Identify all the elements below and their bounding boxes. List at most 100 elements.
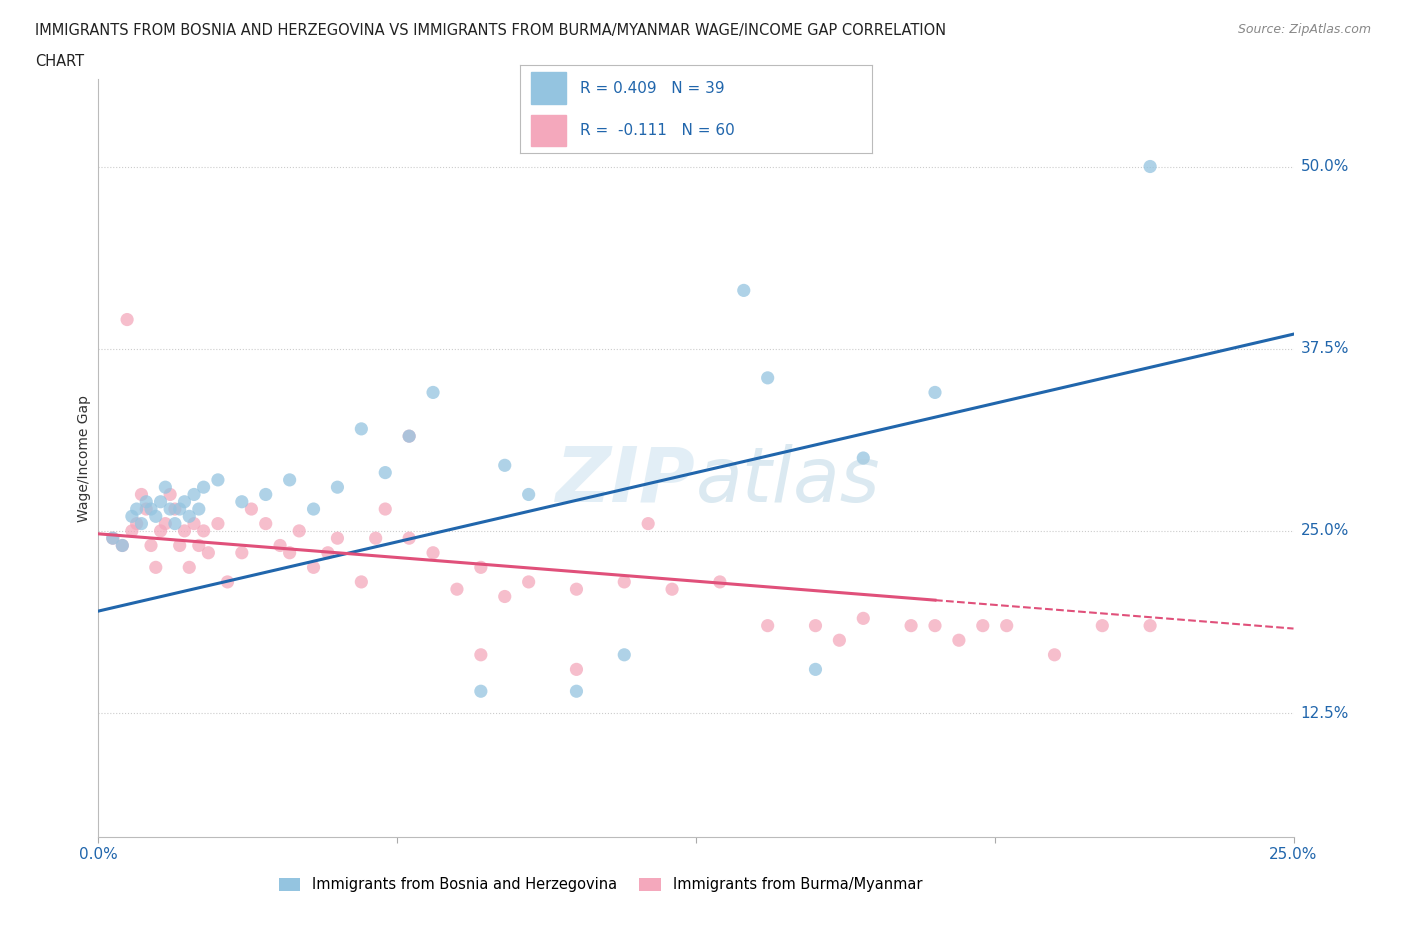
Point: [155, 516, 177, 531]
Text: 50.0%: 50.0%: [1301, 159, 1348, 174]
Text: 12.5%: 12.5%: [1301, 706, 1348, 721]
Point: [179, 560, 201, 575]
Point: [350, 421, 373, 436]
Point: [470, 560, 492, 575]
Point: [173, 524, 195, 538]
Text: R = 0.409   N = 39: R = 0.409 N = 39: [581, 81, 724, 96]
Point: [169, 538, 191, 553]
Point: [302, 501, 325, 516]
Point: [398, 429, 420, 444]
Point: [187, 538, 209, 553]
Point: [179, 509, 201, 524]
Point: [804, 662, 827, 677]
Text: ZIP: ZIP: [557, 444, 696, 518]
Point: [326, 480, 349, 495]
Point: [709, 575, 731, 590]
Point: [111, 538, 134, 553]
Point: [756, 370, 779, 385]
Point: [193, 480, 215, 495]
Point: [135, 495, 157, 510]
Point: [231, 495, 253, 510]
Point: [187, 501, 209, 516]
Point: [422, 545, 444, 560]
Point: [446, 582, 468, 597]
Point: [288, 524, 311, 538]
Point: [637, 516, 659, 531]
Point: [326, 531, 349, 546]
Point: [374, 465, 396, 480]
Point: [756, 618, 779, 633]
Text: IMMIGRANTS FROM BOSNIA AND HERZEGOVINA VS IMMIGRANTS FROM BURMA/MYANMAR WAGE/INC: IMMIGRANTS FROM BOSNIA AND HERZEGOVINA V…: [35, 23, 946, 38]
Point: [183, 487, 205, 502]
Point: [470, 684, 492, 698]
Point: [278, 545, 301, 560]
Point: [828, 632, 851, 647]
Point: [494, 458, 516, 472]
Point: [155, 480, 177, 495]
Point: [852, 611, 875, 626]
Point: [139, 538, 162, 553]
Point: [149, 495, 172, 510]
Point: [183, 516, 205, 531]
Point: [565, 662, 588, 677]
Point: [733, 283, 755, 298]
Point: [254, 516, 277, 531]
Point: [139, 501, 162, 516]
Point: [565, 684, 588, 698]
Y-axis label: Wage/Income Gap: Wage/Income Gap: [77, 394, 91, 522]
Legend: Immigrants from Bosnia and Herzegovina, Immigrants from Burma/Myanmar: Immigrants from Bosnia and Herzegovina, …: [273, 871, 928, 898]
Point: [125, 501, 148, 516]
Bar: [531, 73, 565, 104]
Point: [101, 531, 124, 546]
Point: [121, 509, 143, 524]
Point: [517, 575, 540, 590]
Point: [1139, 618, 1161, 633]
Point: [173, 495, 195, 510]
Point: [422, 385, 444, 400]
Point: [197, 545, 219, 560]
Text: CHART: CHART: [35, 54, 84, 69]
Text: R =  -0.111   N = 60: R = -0.111 N = 60: [581, 123, 735, 138]
Point: [207, 472, 229, 487]
Point: [135, 501, 157, 516]
Text: atlas: atlas: [696, 444, 880, 518]
Point: [193, 524, 215, 538]
Point: [121, 524, 143, 538]
Point: [948, 632, 970, 647]
Point: [517, 487, 540, 502]
Point: [131, 516, 153, 531]
Point: [145, 560, 167, 575]
Point: [900, 618, 922, 633]
Point: [613, 575, 636, 590]
Point: [1043, 647, 1066, 662]
Text: Source: ZipAtlas.com: Source: ZipAtlas.com: [1237, 23, 1371, 36]
Point: [149, 524, 172, 538]
Point: [494, 589, 516, 604]
Point: [924, 618, 946, 633]
Point: [924, 385, 946, 400]
Point: [254, 487, 277, 502]
Point: [1139, 159, 1161, 174]
Point: [316, 545, 339, 560]
Text: 25.0%: 25.0%: [1301, 524, 1348, 538]
Point: [804, 618, 827, 633]
Point: [398, 429, 420, 444]
Point: [364, 531, 387, 546]
Point: [470, 647, 492, 662]
Point: [131, 487, 153, 502]
Point: [101, 531, 124, 546]
Bar: [531, 114, 565, 146]
Point: [972, 618, 994, 633]
Point: [145, 509, 167, 524]
Point: [125, 516, 148, 531]
Point: [163, 501, 186, 516]
Point: [350, 575, 373, 590]
Point: [207, 516, 229, 531]
Point: [613, 647, 636, 662]
Point: [115, 312, 138, 327]
Point: [302, 560, 325, 575]
Point: [852, 451, 875, 466]
Point: [278, 472, 301, 487]
Point: [217, 575, 239, 590]
Point: [1091, 618, 1114, 633]
